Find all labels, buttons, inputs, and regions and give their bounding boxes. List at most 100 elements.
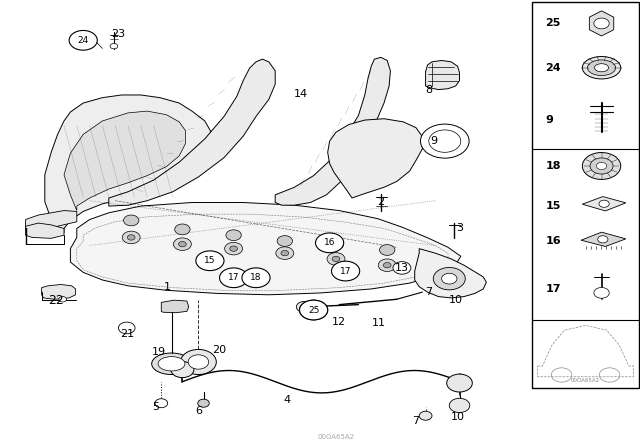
Text: 9: 9 bbox=[545, 115, 553, 125]
Circle shape bbox=[300, 300, 328, 320]
Text: 4: 4 bbox=[283, 395, 291, 405]
Text: 13: 13 bbox=[395, 263, 409, 273]
Circle shape bbox=[179, 241, 186, 247]
Circle shape bbox=[419, 411, 432, 420]
Circle shape bbox=[582, 152, 621, 179]
Circle shape bbox=[378, 259, 396, 271]
Polygon shape bbox=[582, 197, 626, 211]
Circle shape bbox=[276, 247, 294, 259]
Text: 12: 12 bbox=[332, 317, 346, 327]
Text: 20: 20 bbox=[212, 345, 226, 355]
Polygon shape bbox=[275, 57, 390, 205]
Circle shape bbox=[188, 355, 209, 369]
Text: 1: 1 bbox=[164, 282, 171, 292]
Circle shape bbox=[442, 273, 457, 284]
Circle shape bbox=[328, 239, 344, 250]
Circle shape bbox=[155, 399, 168, 408]
Circle shape bbox=[596, 162, 607, 169]
Circle shape bbox=[242, 268, 270, 288]
Circle shape bbox=[220, 268, 248, 288]
Circle shape bbox=[598, 236, 608, 243]
Text: 8: 8 bbox=[425, 85, 433, 95]
Circle shape bbox=[420, 124, 469, 158]
Circle shape bbox=[316, 233, 344, 253]
Text: 18: 18 bbox=[250, 273, 262, 282]
Text: 6: 6 bbox=[195, 406, 202, 416]
Polygon shape bbox=[70, 202, 461, 295]
Polygon shape bbox=[45, 95, 211, 233]
Circle shape bbox=[175, 224, 190, 235]
Circle shape bbox=[196, 251, 224, 271]
Text: 7: 7 bbox=[412, 416, 420, 426]
Circle shape bbox=[230, 246, 237, 251]
Circle shape bbox=[127, 235, 135, 240]
Circle shape bbox=[590, 158, 613, 174]
Text: 25: 25 bbox=[308, 306, 319, 314]
Text: 17: 17 bbox=[228, 273, 239, 282]
Circle shape bbox=[380, 245, 395, 255]
Polygon shape bbox=[42, 284, 76, 299]
Polygon shape bbox=[581, 232, 626, 246]
Circle shape bbox=[433, 267, 465, 290]
Text: 3: 3 bbox=[456, 224, 463, 233]
Polygon shape bbox=[26, 223, 64, 238]
Text: 19: 19 bbox=[152, 347, 166, 357]
Text: 9: 9 bbox=[430, 136, 438, 146]
Circle shape bbox=[447, 374, 472, 392]
Ellipse shape bbox=[582, 56, 621, 79]
Text: 16: 16 bbox=[545, 236, 561, 246]
Text: 2: 2 bbox=[377, 198, 385, 207]
Circle shape bbox=[300, 300, 328, 320]
Ellipse shape bbox=[588, 60, 616, 76]
Bar bbox=[532, 2, 639, 388]
Circle shape bbox=[69, 30, 97, 50]
Text: 24: 24 bbox=[545, 63, 561, 73]
Text: 10: 10 bbox=[449, 295, 463, 305]
Circle shape bbox=[226, 230, 241, 241]
Text: 21: 21 bbox=[120, 329, 134, 339]
Circle shape bbox=[594, 288, 609, 298]
Circle shape bbox=[173, 238, 191, 250]
Ellipse shape bbox=[595, 64, 609, 72]
Circle shape bbox=[124, 215, 139, 226]
Text: 17: 17 bbox=[340, 267, 351, 276]
Text: 25: 25 bbox=[545, 18, 561, 28]
Text: 14: 14 bbox=[294, 89, 308, 99]
Circle shape bbox=[281, 250, 289, 256]
Circle shape bbox=[171, 362, 194, 378]
Circle shape bbox=[599, 200, 609, 207]
Circle shape bbox=[198, 399, 209, 407]
Circle shape bbox=[110, 43, 118, 49]
Text: 00OA65A2: 00OA65A2 bbox=[571, 378, 600, 383]
Polygon shape bbox=[161, 300, 189, 313]
Polygon shape bbox=[426, 60, 460, 90]
Circle shape bbox=[429, 130, 461, 152]
Circle shape bbox=[277, 236, 292, 246]
Circle shape bbox=[180, 349, 216, 375]
Ellipse shape bbox=[158, 357, 185, 371]
Circle shape bbox=[594, 18, 609, 29]
Text: 16: 16 bbox=[324, 238, 335, 247]
Polygon shape bbox=[64, 111, 186, 211]
Ellipse shape bbox=[152, 353, 191, 375]
Circle shape bbox=[332, 256, 340, 262]
Text: 15: 15 bbox=[545, 202, 561, 211]
Polygon shape bbox=[26, 211, 77, 229]
Circle shape bbox=[383, 263, 391, 268]
Polygon shape bbox=[328, 119, 422, 198]
Text: 17: 17 bbox=[545, 284, 561, 294]
Circle shape bbox=[332, 261, 360, 281]
Circle shape bbox=[118, 322, 135, 334]
Circle shape bbox=[296, 302, 312, 312]
Polygon shape bbox=[109, 59, 275, 206]
Circle shape bbox=[449, 398, 470, 413]
Text: 18: 18 bbox=[545, 161, 561, 171]
Polygon shape bbox=[589, 11, 614, 36]
Text: 11: 11 bbox=[372, 319, 386, 328]
Text: 15: 15 bbox=[204, 256, 216, 265]
Circle shape bbox=[122, 231, 140, 244]
Text: 10: 10 bbox=[451, 412, 465, 422]
Circle shape bbox=[393, 262, 411, 274]
Polygon shape bbox=[415, 249, 486, 298]
Circle shape bbox=[327, 253, 345, 265]
